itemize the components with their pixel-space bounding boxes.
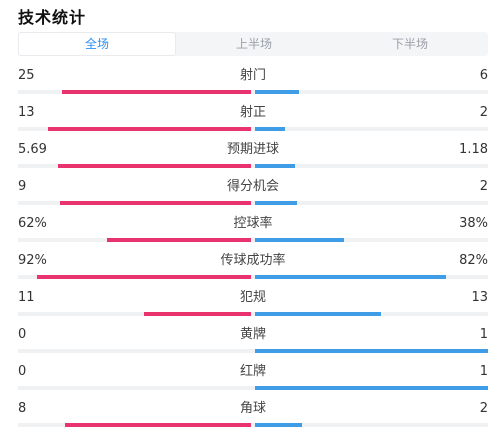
home-value: 11 xyxy=(18,290,35,305)
home-bar xyxy=(62,90,251,94)
away-value: 1 xyxy=(479,364,488,379)
stat-row-big-chances: 9 得分机会 2 xyxy=(18,177,488,214)
stat-bar-track xyxy=(18,164,488,168)
stat-label: 射门 xyxy=(239,68,266,83)
stats-list: 25 射门 6 13 射正 2 5.69 预期进球 1.18 9 得分机会 2 xyxy=(18,66,488,436)
away-bar xyxy=(255,127,286,131)
away-value: 13 xyxy=(471,290,488,305)
stat-row-fouls: 11 犯规 13 xyxy=(18,288,488,325)
stat-label: 控球率 xyxy=(233,216,273,231)
stat-label: 黄牌 xyxy=(239,327,266,342)
stat-row-corners: 8 角球 2 xyxy=(18,399,488,436)
home-value: 62% xyxy=(18,216,47,231)
away-bar xyxy=(255,423,302,427)
away-bar xyxy=(255,164,295,168)
home-bar xyxy=(106,238,251,242)
stat-row-yellow-cards: 0 黄牌 1 xyxy=(18,325,488,362)
stat-bar-track xyxy=(18,423,488,427)
stat-bar-track xyxy=(18,312,488,316)
period-tabs: 全场 上半场 下半场 xyxy=(18,32,488,56)
tab-second-half[interactable]: 下半场 xyxy=(391,37,428,51)
away-value: 6 xyxy=(479,68,488,83)
home-value: 13 xyxy=(18,105,35,120)
stat-row-pass-accuracy: 92% 传球成功率 82% xyxy=(18,251,488,288)
away-value: 2 xyxy=(479,401,488,416)
home-value: 92% xyxy=(18,253,47,268)
home-value: 9 xyxy=(18,179,27,194)
home-value: 0 xyxy=(18,364,27,379)
stat-label: 射正 xyxy=(239,105,266,120)
stat-bar-track xyxy=(18,201,488,205)
home-value: 0 xyxy=(18,327,27,342)
away-value: 2 xyxy=(479,179,488,194)
away-value: 1.18 xyxy=(459,142,488,157)
stat-bar-track xyxy=(18,349,488,353)
away-bar xyxy=(255,312,381,316)
away-value: 1 xyxy=(479,327,488,342)
home-value: 5.69 xyxy=(18,142,47,157)
stat-bar-track xyxy=(18,90,488,94)
stat-bar-track xyxy=(18,238,488,242)
home-bar xyxy=(143,312,251,316)
stat-label: 角球 xyxy=(239,401,266,416)
stat-row-possession: 62% 控球率 38% xyxy=(18,214,488,251)
tab-full-match[interactable]: 全场 xyxy=(18,32,176,56)
away-bar xyxy=(255,349,488,353)
away-value: 2 xyxy=(479,105,488,120)
stat-row-red-cards: 0 红牌 1 xyxy=(18,362,488,399)
home-bar xyxy=(36,275,251,279)
away-value: 38% xyxy=(459,216,488,231)
stat-row-expected-goals: 5.69 预期进球 1.18 xyxy=(18,140,488,177)
home-bar xyxy=(64,423,251,427)
stat-bar-track xyxy=(18,386,488,390)
away-bar xyxy=(255,275,447,279)
stat-label: 红牌 xyxy=(239,364,266,379)
home-value: 8 xyxy=(18,401,27,416)
stat-bar-track xyxy=(18,127,488,131)
stat-label: 预期进球 xyxy=(226,142,279,157)
away-value: 82% xyxy=(459,253,488,268)
home-value: 25 xyxy=(18,68,35,83)
stat-row-shots: 25 射门 6 xyxy=(18,66,488,103)
away-bar xyxy=(255,201,297,205)
away-bar xyxy=(255,90,300,94)
stat-row-shots-on-target: 13 射正 2 xyxy=(18,103,488,140)
away-bar xyxy=(255,238,344,242)
away-bar xyxy=(255,386,488,390)
home-bar xyxy=(59,201,251,205)
stat-label: 犯规 xyxy=(239,290,266,305)
stat-label: 传球成功率 xyxy=(220,253,286,268)
page-title: 技术统计 xyxy=(18,8,87,27)
stat-bar-track xyxy=(18,275,488,279)
home-bar xyxy=(48,127,251,131)
tab-first-half[interactable]: 上半场 xyxy=(235,37,272,51)
stat-label: 得分机会 xyxy=(226,179,279,194)
home-bar xyxy=(57,164,251,168)
